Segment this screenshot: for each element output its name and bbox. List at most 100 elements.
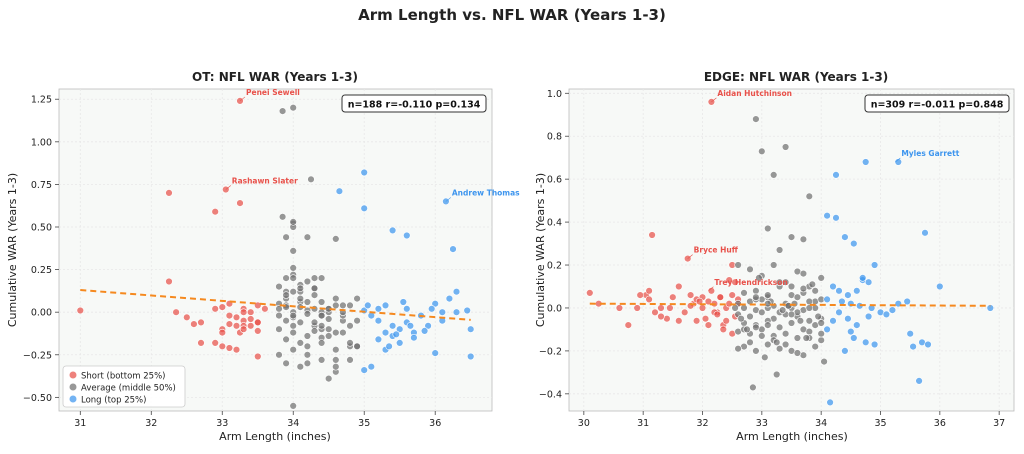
ot-point-long bbox=[385, 342, 393, 350]
ot-point-short bbox=[211, 305, 219, 313]
edge-point-long bbox=[986, 304, 994, 312]
ot-point-short bbox=[261, 305, 269, 313]
edge-grid bbox=[569, 89, 1014, 411]
ot-point-average bbox=[303, 277, 312, 286]
ot-annotation-label: Andrew Thomas bbox=[452, 188, 520, 197]
ot-point-long bbox=[381, 301, 390, 310]
edge-point-average bbox=[793, 334, 802, 342]
ot-point-average bbox=[289, 218, 297, 226]
edge-point-average bbox=[817, 336, 825, 344]
edge-point-average bbox=[764, 224, 772, 233]
edge-point-average bbox=[769, 171, 778, 179]
edge-point-average bbox=[820, 357, 828, 366]
edge-point-long bbox=[936, 282, 944, 291]
edge-point-average bbox=[758, 147, 766, 156]
edge-xtick-label: 35 bbox=[874, 418, 886, 429]
ot-point-long bbox=[399, 298, 407, 306]
ot-point-long bbox=[431, 300, 439, 308]
ot-point-average bbox=[296, 284, 304, 292]
ot-point-long bbox=[374, 317, 383, 325]
edge-point-average bbox=[775, 246, 784, 254]
ot-point-average bbox=[325, 325, 333, 333]
edge-point-average bbox=[784, 302, 793, 310]
ot-point-average bbox=[307, 175, 315, 184]
ot-point-long bbox=[449, 245, 457, 253]
edge-plot-area bbox=[568, 88, 1015, 412]
edge-stats: n=309 r=-0.011 p=0.848 bbox=[871, 100, 1004, 111]
edge-point-average bbox=[743, 325, 751, 334]
ot-point-average bbox=[278, 213, 287, 221]
ot-point-average bbox=[310, 284, 319, 292]
edge-annotation-label: Myles Garrett bbox=[901, 149, 959, 158]
edge-ytick-label: 0.4 bbox=[547, 218, 562, 229]
edge-point-short bbox=[624, 321, 632, 329]
ot-point-long bbox=[463, 306, 471, 315]
ot-point-short bbox=[254, 327, 262, 335]
ot-point-long bbox=[452, 288, 461, 296]
ot-point-average bbox=[332, 346, 340, 354]
ot-point-average bbox=[303, 332, 312, 340]
ot-annotation-leader bbox=[239, 96, 246, 102]
ot-point-average bbox=[303, 351, 312, 359]
ot-point-long bbox=[438, 308, 446, 316]
ot-point-long bbox=[374, 335, 383, 344]
edge-point-long bbox=[864, 312, 873, 321]
edge-point-short bbox=[645, 295, 653, 304]
edge-trend-line bbox=[589, 302, 991, 307]
ot-point-average bbox=[332, 363, 340, 371]
edge-point-short bbox=[657, 304, 665, 312]
ot-annotation-leader bbox=[445, 197, 452, 202]
ot-point-long bbox=[396, 325, 404, 333]
ot-point-average bbox=[289, 288, 297, 296]
edge-xtick-label: 30 bbox=[578, 418, 590, 429]
edge-point-short bbox=[680, 308, 689, 316]
ot-point-average bbox=[303, 298, 312, 306]
ot-ytick-label: −0.50 bbox=[23, 393, 52, 404]
edge-point-average bbox=[734, 345, 742, 353]
ot-point-short bbox=[247, 315, 255, 323]
edge-point-average bbox=[761, 353, 769, 361]
ot-point-short bbox=[218, 328, 227, 337]
edge-annotation-label: Bryce Huff bbox=[694, 246, 739, 255]
ot-point-short bbox=[225, 320, 234, 328]
edge-point-short bbox=[675, 282, 683, 291]
edge-point-long bbox=[853, 321, 861, 329]
edge-point-average bbox=[769, 261, 778, 269]
ot-point-long bbox=[428, 305, 436, 313]
ot-point-average bbox=[346, 322, 354, 330]
edge-point-short bbox=[651, 308, 659, 316]
ot-point-short bbox=[218, 342, 227, 350]
ot-point-average bbox=[325, 374, 333, 383]
edge-point-average bbox=[805, 327, 813, 336]
ot-point-average bbox=[353, 342, 361, 350]
ot-point-long bbox=[445, 294, 454, 303]
edge-point-short bbox=[701, 315, 710, 323]
ot-point-average bbox=[296, 318, 304, 327]
edge-point-long bbox=[861, 158, 870, 166]
edge-point-average bbox=[817, 319, 825, 327]
ot-point-short bbox=[211, 339, 219, 347]
edge-point-long bbox=[921, 229, 929, 237]
edge-point-average bbox=[772, 338, 781, 346]
edge-ytick-label: −0.4 bbox=[539, 389, 562, 400]
edge-point-average bbox=[799, 269, 808, 278]
ot-point-average bbox=[325, 332, 333, 340]
ot-point-short bbox=[183, 313, 191, 321]
edge-point-long bbox=[841, 233, 849, 241]
edge-xtick-label: 36 bbox=[934, 418, 946, 429]
legend-marker-average bbox=[69, 383, 77, 391]
ot-point-average bbox=[282, 335, 290, 344]
edge-point-average bbox=[746, 265, 754, 273]
ot-stats-box bbox=[341, 94, 487, 113]
edge-point-long bbox=[844, 315, 852, 323]
ot-point-average bbox=[282, 233, 290, 241]
ot-trend-line bbox=[80, 289, 471, 321]
ot-point-short bbox=[247, 322, 255, 330]
ot-point-long bbox=[467, 325, 475, 333]
ot-point-average bbox=[303, 310, 312, 318]
edge-point-average bbox=[781, 143, 790, 151]
ot-xtick-label: 35 bbox=[358, 418, 370, 429]
edge-point-short bbox=[648, 231, 656, 239]
ot-point-average bbox=[278, 107, 287, 115]
edge-point-long bbox=[829, 317, 837, 325]
